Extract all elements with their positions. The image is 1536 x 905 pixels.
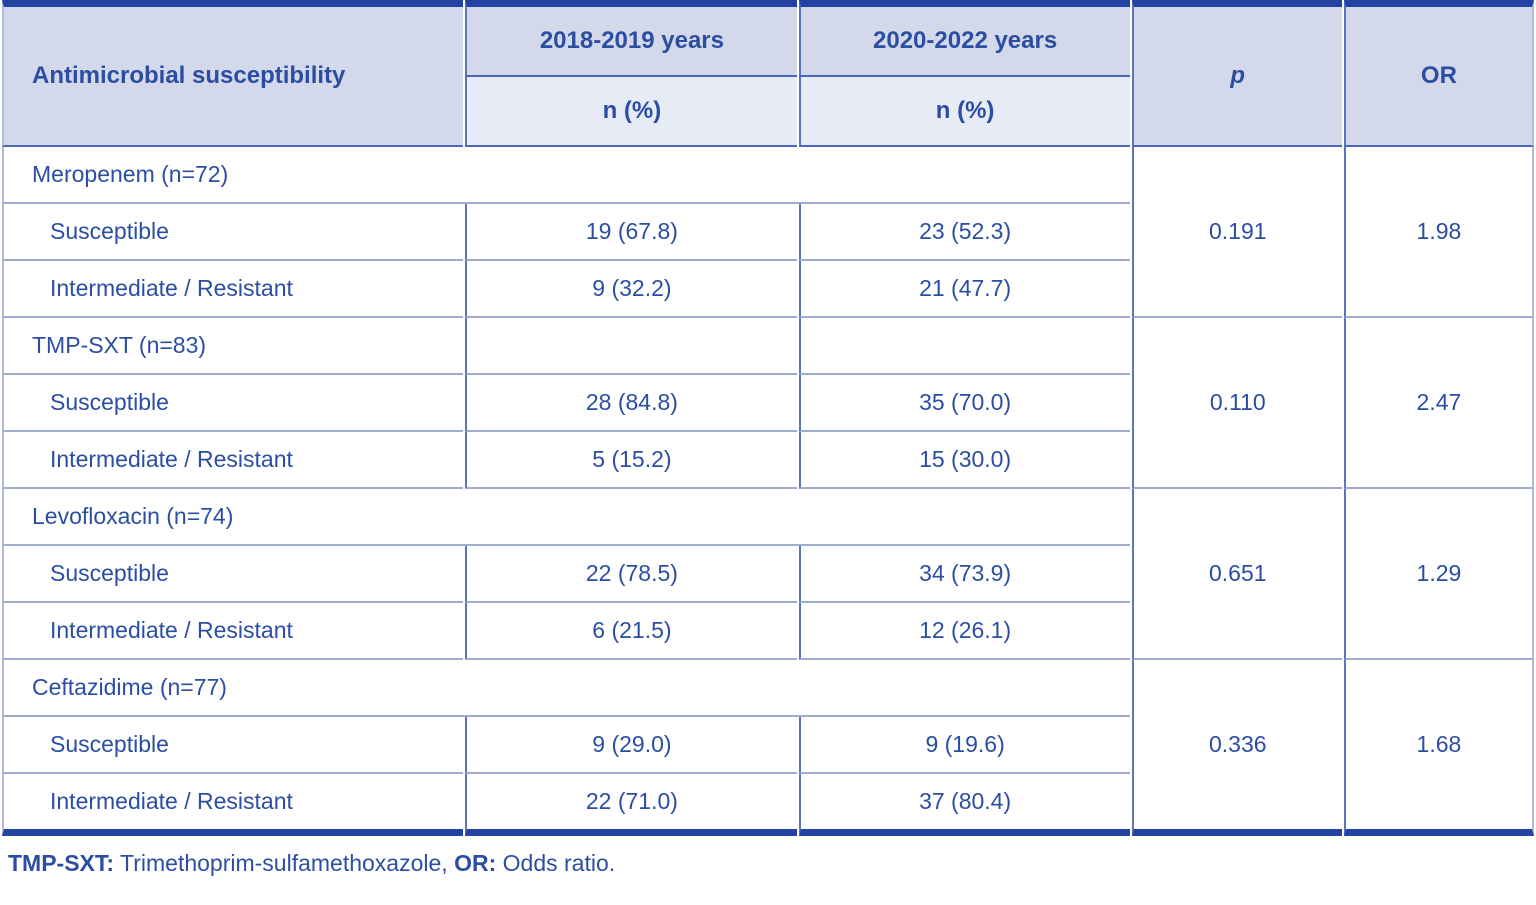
header-p-value: p — [1131, 0, 1342, 147]
susceptibility-table: Antimicrobial susceptibility 2018-2019 y… — [2, 0, 1534, 836]
table-row: Intermediate / Resistant 22 (71.0) 37 (8… — [2, 774, 1534, 836]
row-label-susceptible: Susceptible — [2, 717, 464, 774]
value-levofloxacin-susceptible-period1: 22 (78.5) — [465, 546, 797, 603]
value-levofloxacin-susceptible-period2: 34 (73.9) — [798, 546, 1130, 603]
table-row: Intermediate / Resistant 5 (15.2) 15 (30… — [2, 432, 1534, 489]
table-row: Intermediate / Resistant 6 (21.5) 12 (26… — [2, 603, 1534, 660]
table-row: Levofloxacin (n=74) 0.651 1.29 — [2, 489, 1534, 660]
odds-ratio-meropenem: 1.98 — [1343, 147, 1534, 318]
table-row: Susceptible 28 (84.8) 35 (70.0) — [2, 375, 1534, 432]
header-antimicrobial-susceptibility: Antimicrobial susceptibility — [2, 0, 464, 147]
drug-name-levofloxacin: Levofloxacin (n=74) — [2, 489, 1130, 546]
p-value-ceftazidime: 0.336 — [1131, 660, 1342, 836]
drug-name-tmp-sxt: TMP-SXT (n=83) — [2, 318, 464, 375]
group-levofloxacin: Levofloxacin (n=74) 0.651 1.29 Susceptib… — [2, 489, 1534, 660]
value-tmp-sxt-susceptible-period2: 35 (70.0) — [798, 375, 1130, 432]
value-levofloxacin-ir-period1: 6 (21.5) — [465, 603, 797, 660]
header-odds-ratio: OR — [1343, 0, 1534, 147]
row-label-susceptible: Susceptible — [2, 375, 464, 432]
table-row: Susceptible 19 (67.8) 23 (52.3) — [2, 204, 1534, 261]
table-row: Intermediate / Resistant 9 (32.2) 21 (47… — [2, 261, 1534, 318]
odds-ratio-ceftazidime: 1.68 — [1343, 660, 1534, 836]
table-row: Susceptible 9 (29.0) 9 (19.6) — [2, 717, 1534, 774]
table-footnote: TMP-SXT: Trimethoprim-sulfamethoxazole, … — [8, 850, 1536, 877]
header-n-percent-2018-2019: n (%) — [465, 77, 797, 147]
group-meropenem: Meropenem (n=72) 0.191 1.98 Susceptible … — [2, 147, 1534, 318]
value-ceftazidime-susceptible-period1: 9 (29.0) — [465, 717, 797, 774]
value-ceftazidime-susceptible-period2: 9 (19.6) — [798, 717, 1130, 774]
footnote-text-tmp-sxt: Trimethoprim-sulfamethoxazole, — [114, 850, 455, 876]
p-value-levofloxacin: 0.651 — [1131, 489, 1342, 660]
table-header: Antimicrobial susceptibility 2018-2019 y… — [2, 0, 1534, 147]
row-label-intermediate-resistant: Intermediate / Resistant — [2, 261, 464, 318]
table-row: Meropenem (n=72) 0.191 1.98 — [2, 147, 1534, 318]
table-row: Susceptible 22 (78.5) 34 (73.9) — [2, 546, 1534, 603]
group-ceftazidime: Ceftazidime (n=77) 0.336 1.68 Susceptibl… — [2, 660, 1534, 836]
header-period-2020-2022: 2020-2022 years — [798, 0, 1130, 77]
drug-name-ceftazidime: Ceftazidime (n=77) — [2, 660, 1130, 717]
row-label-susceptible: Susceptible — [2, 546, 464, 603]
odds-ratio-tmp-sxt: 2.47 — [1343, 318, 1534, 489]
header-n-percent-2020-2022: n (%) — [798, 77, 1130, 147]
row-label-intermediate-resistant: Intermediate / Resistant — [2, 432, 464, 489]
footnote-text-or: Odds ratio. — [496, 850, 616, 876]
p-value-meropenem: 0.191 — [1131, 147, 1342, 318]
value-meropenem-susceptible-period1: 19 (67.8) — [465, 204, 797, 261]
value-meropenem-ir-period1: 9 (32.2) — [465, 261, 797, 318]
drug-name-meropenem: Meropenem (n=72) — [2, 147, 1130, 204]
header-period-2018-2019: 2018-2019 years — [465, 0, 797, 77]
table-row: TMP-SXT (n=83) 0.110 2.47 — [2, 318, 1534, 489]
footnote-abbr-or: OR: — [454, 850, 497, 876]
value-tmp-sxt-ir-period2: 15 (30.0) — [798, 432, 1130, 489]
row-label-intermediate-resistant: Intermediate / Resistant — [2, 774, 464, 836]
value-ceftazidime-ir-period2: 37 (80.4) — [798, 774, 1130, 836]
p-value-tmp-sxt: 0.110 — [1131, 318, 1342, 489]
row-label-intermediate-resistant: Intermediate / Resistant — [2, 603, 464, 660]
value-meropenem-susceptible-period2: 23 (52.3) — [798, 204, 1130, 261]
table-row: Ceftazidime (n=77) 0.336 1.68 — [2, 660, 1534, 836]
value-ceftazidime-ir-period1: 22 (71.0) — [465, 774, 797, 836]
group-tmp-sxt: TMP-SXT (n=83) 0.110 2.47 Susceptible 28… — [2, 318, 1534, 489]
empty-cell — [798, 318, 1130, 375]
value-tmp-sxt-susceptible-period1: 28 (84.8) — [465, 375, 797, 432]
row-label-susceptible: Susceptible — [2, 204, 464, 261]
value-tmp-sxt-ir-period1: 5 (15.2) — [465, 432, 797, 489]
value-levofloxacin-ir-period2: 12 (26.1) — [798, 603, 1130, 660]
empty-cell — [465, 318, 797, 375]
odds-ratio-levofloxacin: 1.29 — [1343, 489, 1534, 660]
value-meropenem-ir-period2: 21 (47.7) — [798, 261, 1130, 318]
footnote-abbr-tmp-sxt: TMP-SXT: — [8, 850, 115, 876]
